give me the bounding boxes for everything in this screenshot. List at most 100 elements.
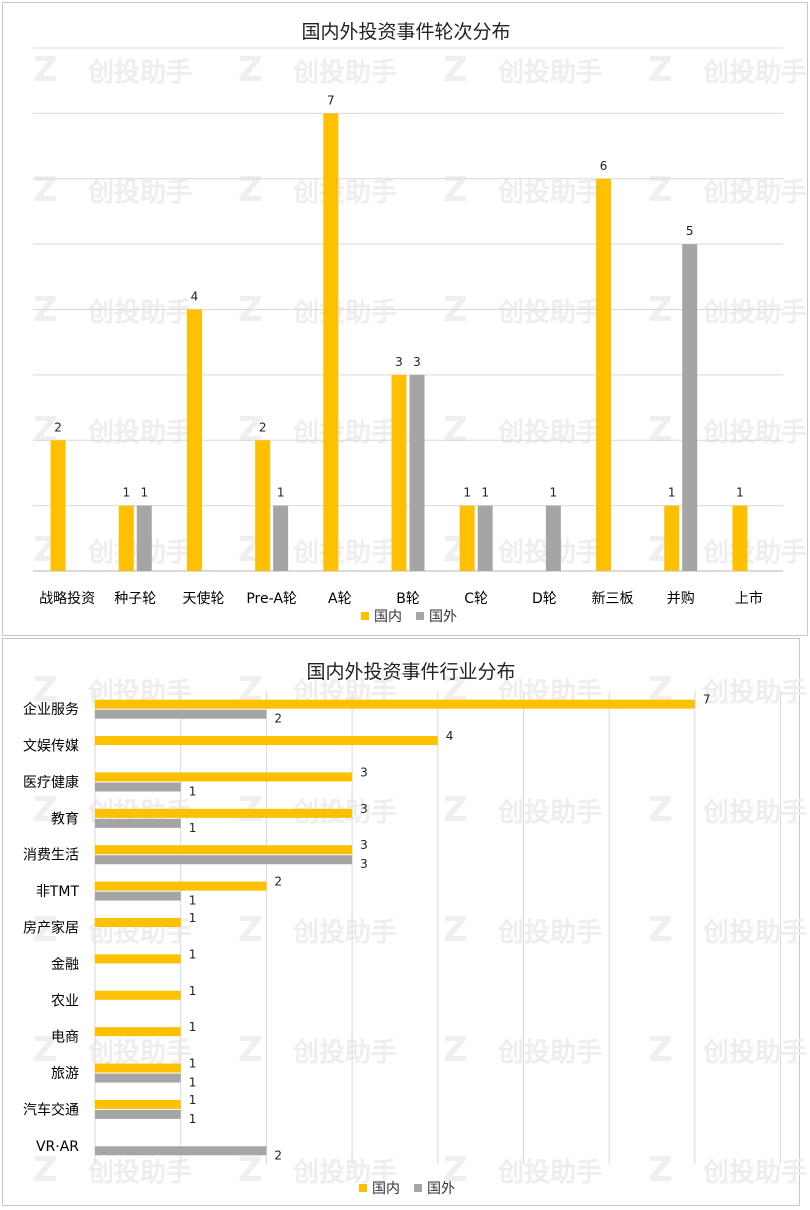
data-label: 2: [274, 1148, 282, 1162]
watermark-text: 创投助手: [497, 298, 602, 328]
category-label: 天使轮: [182, 590, 224, 607]
domestic-bar: [95, 1099, 181, 1109]
watermark-text: 创投助手: [702, 178, 807, 208]
foreign-bar: [95, 709, 267, 719]
watermark-logo: Z: [443, 1150, 468, 1190]
data-label: 6: [600, 159, 608, 173]
watermark-logo: Z: [443, 910, 468, 950]
watermark-text: 创投助手: [702, 918, 807, 948]
watermark-text: 创投助手: [702, 678, 807, 708]
category-label: 种子轮: [114, 591, 156, 607]
foreign-bar: [136, 505, 152, 571]
domestic-bar: [323, 113, 339, 571]
watermark-text: 创投助手: [292, 178, 397, 208]
data-label: 1: [463, 486, 471, 500]
category-label: 企业服务: [23, 701, 79, 718]
category-label: Pre-A轮: [246, 591, 297, 607]
watermark-text: 创投助手: [87, 298, 192, 328]
category-label: 医疗健康: [23, 774, 79, 791]
domestic-bar: [95, 881, 267, 891]
watermark-text: 创投助手: [497, 798, 602, 828]
data-label: 1: [189, 784, 197, 798]
watermark-logo: Z: [648, 790, 673, 830]
data-label: 1: [189, 894, 197, 908]
watermark-text: 创投助手: [87, 418, 192, 448]
domestic-bar: [664, 505, 680, 571]
watermark-text: 创投助手: [292, 538, 397, 568]
domestic-bar: [95, 845, 353, 855]
domestic-bar: [186, 309, 202, 571]
chart-title: 国内外投资事件轮次分布: [301, 21, 510, 43]
domestic-bar: [95, 990, 181, 1000]
data-label: 2: [259, 420, 267, 434]
category-label: 文娱传媒: [23, 739, 79, 755]
category-label: VR·AR: [36, 1139, 79, 1155]
category-label: 教育: [51, 811, 79, 827]
watermark-logo: Z: [443, 410, 468, 450]
domestic-bar: [732, 505, 748, 571]
chart-title: 国内外投资事件行业分布: [306, 661, 515, 683]
category-label: D轮: [532, 591, 557, 607]
data-label: 1: [189, 911, 197, 925]
domestic-bar: [50, 440, 66, 571]
data-label: 1: [550, 486, 558, 500]
data-label: 1: [481, 486, 489, 500]
data-label: 1: [189, 1020, 197, 1034]
watermark-text: 创投助手: [702, 58, 807, 88]
watermark-logo: Z: [238, 1030, 263, 1070]
watermark-logo: Z: [648, 410, 673, 450]
watermark-text: 创投助手: [292, 418, 397, 448]
watermark-logo: Z: [33, 1030, 58, 1070]
foreign-legend-swatch: [416, 612, 424, 620]
category-label: C轮: [464, 591, 488, 607]
category-label: 上市: [735, 590, 763, 607]
category-label: 旅游: [51, 1066, 79, 1082]
watermark-text: 创投助手: [702, 538, 807, 568]
category-label: 消费生活: [23, 848, 79, 864]
foreign-bar: [95, 1146, 267, 1156]
data-label: 3: [413, 355, 421, 369]
data-label: 1: [122, 486, 130, 500]
data-label: 7: [327, 93, 335, 107]
watermark-text: 创投助手: [702, 298, 807, 328]
category-label: 农业: [51, 993, 79, 1009]
watermark-logo: Z: [238, 170, 263, 210]
data-label: 2: [274, 712, 282, 726]
domestic-bar: [596, 178, 612, 571]
data-label: 3: [360, 765, 368, 779]
foreign-bar: [95, 1073, 181, 1083]
watermark-text: 创投助手: [702, 798, 807, 828]
data-label: 7: [703, 693, 711, 707]
watermark-text: 创投助手: [87, 1038, 192, 1068]
foreign-bar: [95, 855, 353, 865]
watermark-text: 创投助手: [87, 178, 192, 208]
watermark-text: 创投助手: [497, 418, 602, 448]
foreign-bar: [95, 891, 181, 901]
watermark-text: 创投助手: [292, 1158, 397, 1188]
watermark-logo: Z: [33, 50, 58, 90]
foreign-bar: [95, 782, 181, 792]
data-label: 1: [189, 821, 197, 835]
category-label: 战略投资: [39, 591, 95, 607]
data-label: 1: [189, 1112, 197, 1126]
watermark-logo: Z: [33, 1150, 58, 1190]
watermark-logo: Z: [33, 910, 58, 950]
watermark-text: 创投助手: [497, 918, 602, 948]
data-label: 2: [274, 875, 282, 889]
category-label: 非TMT: [36, 884, 80, 900]
watermark-logo: Z: [238, 910, 263, 950]
foreign-bar: [409, 374, 425, 571]
domestic-bar: [95, 1063, 181, 1073]
watermark-text: 创投助手: [702, 418, 807, 448]
foreign-bar: [95, 1109, 181, 1119]
data-label: 3: [395, 355, 403, 369]
watermark-logo: Z: [33, 790, 58, 830]
category-label: 电商: [51, 1030, 79, 1046]
domestic-bar: [95, 918, 181, 927]
domestic-bar: [118, 505, 134, 571]
data-label: 3: [360, 857, 368, 871]
domestic-bar: [95, 808, 353, 818]
watermark-text: 创投助手: [497, 1038, 602, 1068]
domestic-bar: [95, 736, 438, 746]
data-label: 1: [668, 486, 676, 500]
